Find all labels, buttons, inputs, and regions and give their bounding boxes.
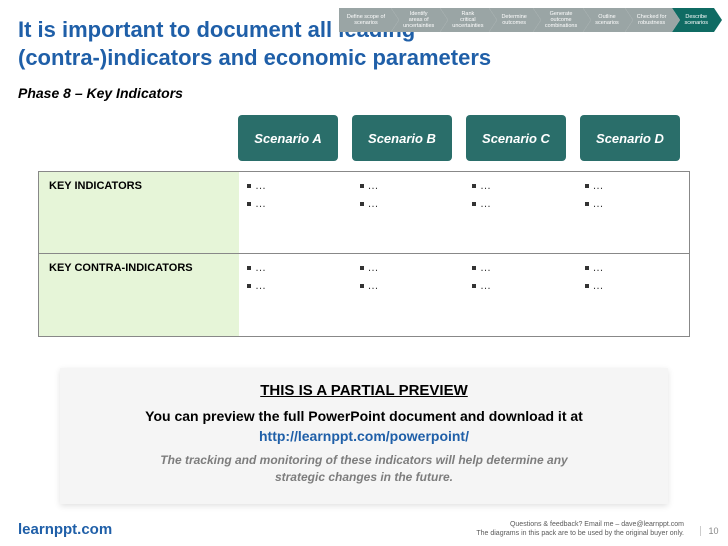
bullet-text: …	[593, 196, 604, 214]
bullet-item: …	[247, 178, 344, 196]
slide: Define scope of scenariosIdentify areas …	[0, 0, 728, 546]
bullet-text: …	[480, 178, 491, 196]
bullet-item: …	[585, 196, 682, 214]
bullet-icon	[360, 202, 364, 206]
bullet-icon	[247, 266, 251, 270]
bullet-text: …	[480, 260, 491, 278]
preview-line1: You can preview the full PowerPoint docu…	[145, 408, 583, 424]
footer-brand: learnppt.com	[18, 521, 112, 538]
bullet-icon	[585, 266, 589, 270]
tracking-line1: The tracking and monitoring of these ind…	[160, 453, 567, 467]
bullet-text: …	[593, 260, 604, 278]
table-cell: ……	[464, 254, 577, 336]
scenario-header-row: Scenario A Scenario B Scenario C Scenario D	[238, 115, 710, 161]
slide-footer: learnppt.com Questions & feedback? Email…	[18, 520, 710, 538]
bullet-text: …	[368, 278, 379, 296]
bullet-text: …	[255, 178, 266, 196]
row-label: KEY INDICATORS	[39, 172, 239, 253]
bullet-icon	[472, 202, 476, 206]
table-cell: ……	[464, 172, 577, 253]
bullet-item: …	[247, 196, 344, 214]
bullet-item: …	[360, 196, 457, 214]
bullet-text: …	[593, 278, 604, 296]
preview-overlay: THIS IS A PARTIAL PREVIEW You can previe…	[60, 368, 668, 504]
bullet-item: …	[360, 260, 457, 278]
bullet-item: …	[360, 278, 457, 296]
table-row: KEY INDICATORS……………………	[39, 172, 689, 254]
bullet-item: …	[472, 278, 569, 296]
table-cell: ……	[352, 172, 465, 253]
bullet-item: …	[472, 196, 569, 214]
footer-line2: The diagrams in this pack are to be used…	[476, 529, 684, 538]
bullet-text: …	[593, 178, 604, 196]
bullet-text: …	[368, 178, 379, 196]
page-number: 10	[700, 526, 722, 536]
bullet-icon	[360, 184, 364, 188]
preview-link[interactable]: http://learnppt.com/powerpoint/	[259, 428, 469, 444]
row-label: KEY CONTRA-INDICATORS	[39, 254, 239, 336]
scenario-header: Scenario C	[466, 115, 566, 161]
row-cells: ……………………	[239, 172, 689, 253]
table-cell: ……	[577, 254, 690, 336]
bullet-text: …	[255, 260, 266, 278]
table-cell: ……	[239, 172, 352, 253]
bullet-text: …	[480, 278, 491, 296]
bullet-icon	[247, 184, 251, 188]
bullet-item: …	[585, 278, 682, 296]
bullet-icon	[585, 184, 589, 188]
bullet-text: …	[255, 278, 266, 296]
scenario-header: Scenario B	[352, 115, 452, 161]
indicators-table: KEY INDICATORS……………………KEY CONTRA-INDICAT…	[38, 171, 690, 337]
bullet-icon	[472, 284, 476, 288]
bullet-icon	[585, 202, 589, 206]
footer-line1: Questions & feedback? Email me – dave@le…	[476, 520, 684, 529]
bullet-item: …	[472, 260, 569, 278]
table-cell: ……	[577, 172, 690, 253]
footer-notes: Questions & feedback? Email me – dave@le…	[476, 520, 684, 538]
bullet-icon	[472, 266, 476, 270]
bullet-icon	[360, 266, 364, 270]
table-cell: ……	[352, 254, 465, 336]
bullet-icon	[247, 202, 251, 206]
bullet-text: …	[368, 196, 379, 214]
breadcrumb-step: Define scope of scenarios	[339, 8, 391, 32]
bullet-text: …	[480, 196, 491, 214]
bullet-icon	[585, 284, 589, 288]
table-row: KEY CONTRA-INDICATORS……………………	[39, 254, 689, 336]
bullet-text: …	[368, 260, 379, 278]
slide-subtitle: Phase 8 – Key Indicators	[18, 85, 710, 101]
tracking-line2: strategic changes in the future.	[275, 470, 453, 484]
breadcrumb-chevrons: Define scope of scenariosIdentify areas …	[339, 8, 714, 32]
tracking-note: The tracking and monitoring of these ind…	[84, 452, 644, 486]
table-cell: ……	[239, 254, 352, 336]
scenario-header: Scenario D	[580, 115, 680, 161]
bullet-item: …	[585, 260, 682, 278]
bullet-text: …	[255, 196, 266, 214]
scenario-header: Scenario A	[238, 115, 338, 161]
preview-heading: THIS IS A PARTIAL PREVIEW	[84, 382, 644, 399]
bullet-icon	[360, 284, 364, 288]
preview-text: You can preview the full PowerPoint docu…	[84, 407, 644, 446]
bullet-item: …	[585, 178, 682, 196]
bullet-item: …	[360, 178, 457, 196]
bullet-item: …	[472, 178, 569, 196]
bullet-icon	[472, 184, 476, 188]
bullet-item: …	[247, 278, 344, 296]
row-cells: ……………………	[239, 254, 689, 336]
bullet-icon	[247, 284, 251, 288]
bullet-item: …	[247, 260, 344, 278]
